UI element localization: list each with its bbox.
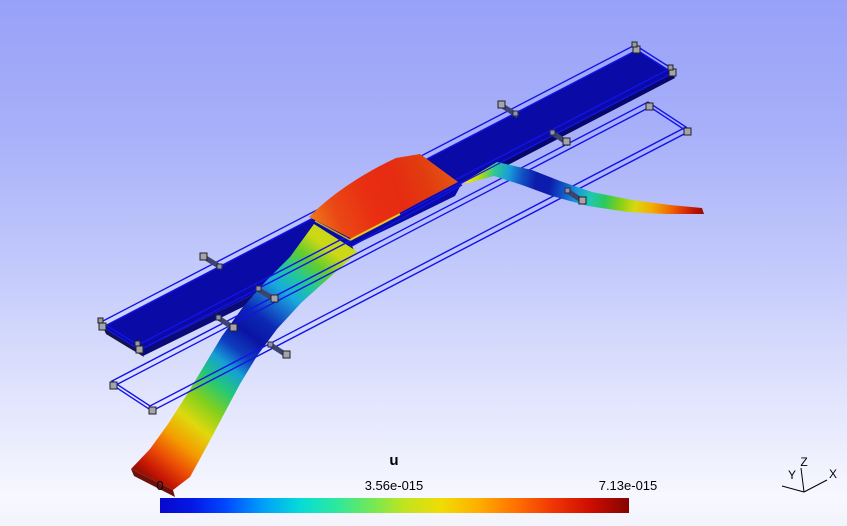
- corner-node-glyphs: [97, 41, 692, 415]
- orientation-axes-widget: Z X Y: [781, 455, 837, 493]
- anchor-node-glyph: [497, 100, 506, 109]
- z-axis-line: [800, 467, 805, 493]
- hump-lower-edge-highlight: [349, 213, 401, 241]
- hump-surface: [309, 154, 458, 239]
- anchor-glyphs: [199, 100, 587, 359]
- anchor-node-glyph: [578, 196, 587, 205]
- scalar-bar[interactable]: u 0 3.56e-015 7.13e-015: [156, 452, 657, 513]
- anchor-node-glyph: [199, 252, 208, 261]
- corner-node-glyph: [631, 41, 638, 48]
- hump-left-base-highlight: [314, 220, 351, 241]
- corner-node-glyph: [667, 64, 674, 71]
- wireframe-edge-under-hump: [351, 184, 463, 247]
- anchor-node-glyph: [255, 285, 262, 292]
- beam2-wireframe-outline-b: [110, 101, 688, 407]
- wireframe-edge-right-of-hump: [457, 162, 501, 186]
- anchor-node-glyph: [270, 294, 279, 303]
- corner-node-glyph: [97, 317, 104, 324]
- anchor-lower-sw-3: [267, 341, 291, 359]
- beam2-left-tip-side-face: [131, 469, 175, 497]
- y-axis-line: [781, 485, 805, 493]
- corner-node-glyph: [645, 102, 654, 111]
- scalar-bar-gradient: [160, 498, 629, 513]
- corner-node-glyph: [148, 406, 157, 415]
- beam1-midspan-hump: [309, 154, 501, 247]
- corner-node-glyph: [109, 381, 118, 390]
- anchor-lower-ne-2: [564, 187, 587, 205]
- beam2-right-arm-surface: [462, 162, 704, 214]
- anchor-lower-sw-1: [255, 285, 279, 303]
- anchor-lower-sw-2: [215, 314, 238, 332]
- scalar-bar-title: u: [389, 452, 398, 469]
- beam1-end-side-face: [103, 327, 144, 357]
- anchor-node-glyph: [564, 187, 571, 194]
- anchor-node-glyph: [282, 350, 291, 359]
- x-axis-label: X: [829, 467, 837, 481]
- x-axis-line: [803, 479, 828, 493]
- anchor-node-glyph: [216, 263, 223, 270]
- anchor-upper-sw: [199, 252, 224, 271]
- anchor-node-glyph: [229, 323, 238, 332]
- anchor-upper-ne: [497, 100, 520, 119]
- anchor-lower-ne-1: [549, 129, 571, 147]
- z-axis-label: Z: [800, 455, 807, 469]
- y-axis-label: Y: [788, 468, 796, 482]
- anchor-node-glyph: [549, 129, 556, 136]
- scalar-bar-tick-max: 7.13e-015: [599, 478, 658, 493]
- beam1-ne-edge-face: [480, 73, 675, 178]
- scalar-bar-tick-min: 0: [156, 478, 163, 493]
- corner-node-glyph: [683, 127, 692, 136]
- anchor-node-glyph: [562, 137, 571, 146]
- anchor-node-glyph: [215, 314, 222, 321]
- anchor-node-glyph: [267, 341, 274, 348]
- corner-node-glyph: [98, 322, 107, 331]
- corner-node-glyph: [135, 345, 144, 354]
- scalar-bar-tick-mid: 3.56e-015: [365, 478, 424, 493]
- corner-node-glyph: [134, 340, 141, 347]
- anchor-node-glyph: [512, 110, 519, 117]
